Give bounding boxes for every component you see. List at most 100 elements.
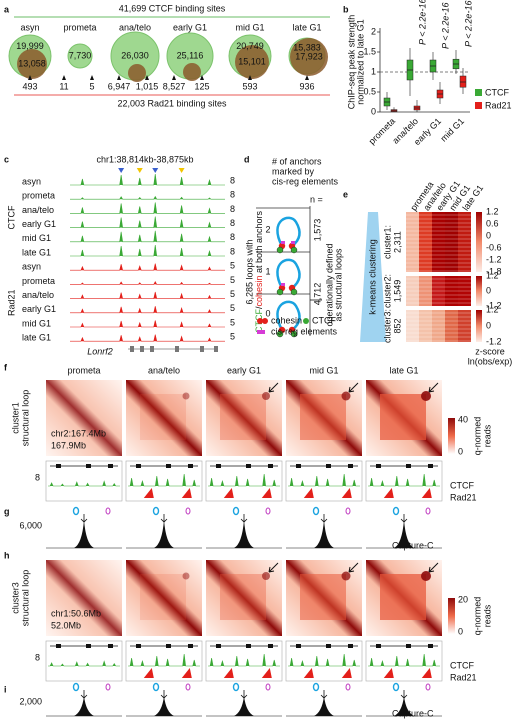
anchor-mark: [185, 507, 191, 515]
track-frame: [285, 640, 363, 682]
track-scale: 8: [230, 175, 235, 185]
track-label: ana/telo: [22, 205, 54, 215]
exon: [376, 464, 381, 468]
anchor-mark: [232, 682, 240, 692]
p-value: P < 2.2e-16: [417, 0, 427, 45]
signal-track: [70, 216, 225, 228]
title: cis-reg elements: [272, 176, 339, 186]
track-scale: 5: [230, 261, 235, 271]
loop-dot: [262, 392, 270, 400]
region: chr1:50.6Mb: [51, 608, 101, 618]
exon: [86, 464, 91, 468]
panel-letter: b: [343, 4, 349, 14]
rad21-peak: [303, 668, 314, 678]
track-label: prometa: [22, 191, 55, 201]
y-tick-label: 0.5: [363, 86, 376, 96]
colorbar-tick: 0: [486, 285, 491, 295]
track-label: mid G1: [22, 318, 51, 328]
anchor-mark: [345, 507, 351, 515]
exon: [200, 346, 204, 352]
text-part: /: [254, 306, 264, 309]
loop-dot: [421, 571, 431, 581]
stage-label: mid G1: [235, 22, 264, 32]
ctcf: [290, 330, 298, 338]
track-scale: 5: [230, 289, 235, 299]
stage-label: late G1: [292, 22, 321, 32]
capture-label: Capture-C: [392, 708, 434, 718]
signal-track: [70, 173, 225, 186]
exon: [188, 644, 193, 648]
y-axis-label: ChIP-seq peak strength: [346, 15, 356, 110]
loop: [276, 258, 301, 289]
ctcf-track: [48, 480, 120, 487]
column-label: mid G1: [309, 365, 338, 375]
track-frame: [205, 460, 283, 502]
capture-peak: [314, 520, 334, 548]
loop: [276, 216, 301, 247]
anchor-mark: [265, 507, 271, 515]
ctcf-track: [128, 473, 200, 487]
anchor-mark: [265, 683, 271, 691]
rad21-peak: [261, 668, 272, 678]
colorbar: [448, 598, 455, 634]
rad21-circle: [17, 49, 47, 79]
track-label: prometa: [22, 276, 55, 286]
track-frame: [125, 460, 203, 502]
colorbar: [476, 212, 482, 272]
legend-swatch: [475, 102, 482, 109]
stage-label: early G1: [173, 22, 207, 32]
ctcf-track: [368, 653, 440, 667]
domain: [380, 574, 426, 620]
column-label: late G1: [389, 365, 418, 375]
colorbar-tick: 20: [458, 594, 468, 604]
loop-dot: [421, 391, 431, 401]
x-tick-label: mid G1: [439, 116, 467, 144]
rad21-peak: [383, 668, 394, 678]
signal-track: [70, 195, 225, 200]
track-label: asyn: [22, 176, 41, 186]
exon: [348, 644, 353, 648]
column-label: early G1: [227, 365, 261, 375]
exon: [130, 346, 134, 352]
cluster-size: 1,549: [392, 280, 402, 303]
row-label: structural loop: [20, 570, 30, 627]
rad21-peak: [421, 668, 432, 678]
colorbar-tick: 1.2: [486, 270, 499, 280]
anchor-mark: [392, 506, 400, 516]
rad21-peak: [181, 668, 192, 678]
cis-reg: [281, 283, 285, 286]
colorbar-tick: -0.6: [486, 242, 502, 252]
row-label: cluster3: [10, 582, 20, 614]
colorbar-tick: 0: [486, 320, 491, 330]
method: k-means clustering: [367, 239, 377, 315]
arrow: [348, 382, 359, 393]
arrow: [28, 75, 32, 80]
arrow: [428, 562, 439, 573]
panel-letter: f: [4, 362, 8, 372]
signal-track: [70, 320, 225, 328]
track-scale: 8: [35, 652, 40, 662]
count: 125: [194, 81, 209, 91]
exon: [56, 644, 61, 648]
title: # of anchors: [272, 156, 322, 166]
exon: [150, 346, 154, 352]
exon: [166, 644, 171, 648]
arrow: [145, 75, 149, 80]
viewpoint: [240, 514, 248, 523]
anchor-mark: [345, 683, 351, 691]
contact-map: [126, 560, 202, 636]
viewpoint: [80, 514, 88, 523]
heatmap-column: [458, 310, 471, 342]
region: chr2:167.4Mb: [51, 428, 106, 438]
colorbar-tick: 0.6: [486, 218, 499, 228]
stage-label: prometa: [63, 22, 96, 32]
arrow: [348, 562, 359, 573]
track-scale: 5: [230, 275, 235, 285]
exon: [166, 464, 171, 468]
scale-label: ln(obs/exp): [468, 356, 513, 366]
row-label: cluster1: [10, 402, 20, 434]
domain: [140, 394, 186, 440]
capture-peak: [394, 520, 414, 548]
exon: [268, 464, 273, 468]
track-scale: 8: [230, 218, 235, 228]
